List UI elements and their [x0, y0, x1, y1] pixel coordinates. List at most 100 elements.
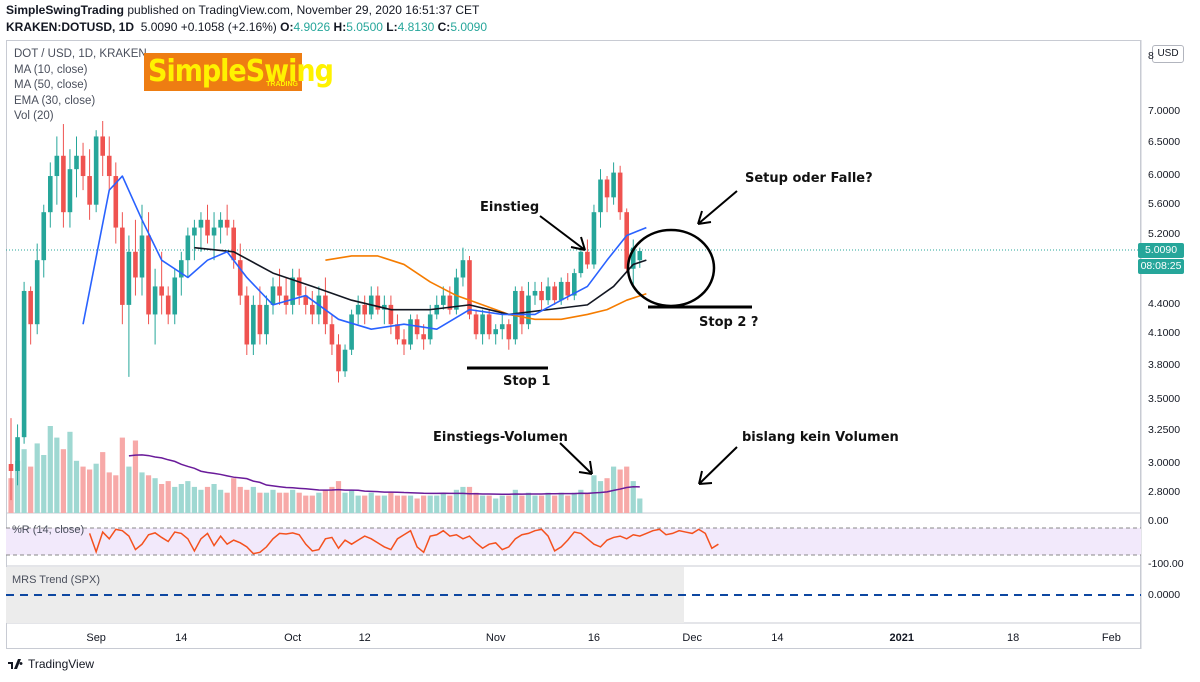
- volume-bar: [480, 495, 486, 513]
- candle-body: [329, 324, 335, 345]
- volume-bar: [342, 492, 348, 513]
- volume-bar: [316, 492, 322, 513]
- volume-bar: [237, 486, 243, 513]
- candle-body: [611, 172, 616, 198]
- volume-bar: [604, 478, 610, 513]
- close-value: 5.0090: [450, 20, 488, 34]
- close-label: C:: [437, 20, 451, 34]
- candle-body: [93, 136, 99, 205]
- annotation-stop2: Stop 2 ?: [699, 315, 759, 330]
- tradingview-footer[interactable]: TradingView: [8, 657, 94, 671]
- volume-bar: [545, 492, 551, 513]
- ema30-line: [325, 255, 647, 321]
- setup-arrow: [697, 190, 738, 225]
- volume-bar: [28, 466, 34, 513]
- annotation-shapes: [467, 190, 752, 485]
- candle-body: [211, 227, 217, 236]
- candle-body: [15, 437, 20, 471]
- annotation-no-volume: bislang kein Volumen: [742, 430, 899, 445]
- time-tick: 14: [175, 632, 188, 644]
- legend-ma10[interactable]: MA (10, close): [14, 63, 88, 76]
- candle-body: [460, 260, 466, 278]
- legend-ema30[interactable]: EMA (30, close): [14, 94, 96, 107]
- candle-body: [447, 295, 453, 310]
- volume-bar: [414, 498, 420, 513]
- low-label: L:: [386, 20, 398, 34]
- candle-body: [545, 286, 551, 301]
- legend-volume[interactable]: Vol (20): [14, 110, 54, 122]
- candle-body: [264, 304, 269, 335]
- candle-body: [578, 251, 584, 274]
- annotation-stop1: Stop 1: [503, 374, 551, 389]
- volume-bar: [106, 472, 112, 513]
- open-value: 4.9026: [293, 20, 331, 34]
- volume-bar: [532, 495, 538, 513]
- candle-body: [270, 286, 276, 305]
- volume-bar: [257, 492, 263, 513]
- legend-ma50[interactable]: MA (50, close): [14, 79, 88, 91]
- wr-pane-label[interactable]: %R (14, close): [12, 524, 85, 536]
- volume-bar: [597, 481, 604, 513]
- candle-body: [126, 251, 132, 305]
- volume-bar: [54, 437, 60, 513]
- high-value: 5.0500: [346, 20, 383, 34]
- candle-body: [146, 235, 151, 315]
- candle-body: [362, 304, 367, 315]
- volume-bar: [637, 498, 643, 513]
- candle-body: [342, 349, 348, 372]
- volume-bar: [178, 484, 184, 513]
- volume-bar: [506, 495, 512, 513]
- time-tick: Sep: [86, 632, 106, 644]
- volume-bar: [388, 492, 394, 513]
- time-tick: 12: [358, 632, 371, 644]
- mrs-tick-0: 0.0000: [1148, 589, 1181, 601]
- volume-bar: [73, 460, 80, 513]
- candle-body: [106, 155, 112, 177]
- candle-body: [21, 290, 27, 438]
- publish-details: published on TradingView.com, November 2…: [124, 3, 480, 17]
- author-name[interactable]: SimpleSwingTrading: [6, 3, 125, 17]
- volume-bar: [119, 437, 125, 513]
- candle-body: [303, 295, 309, 305]
- candle-body: [467, 260, 472, 315]
- logo-text: SimpleSwing: [148, 54, 334, 89]
- candle-body: [421, 334, 426, 340]
- candle-body: [41, 212, 47, 261]
- candle-body: [427, 314, 433, 340]
- volume-ma-line: [128, 454, 640, 496]
- price-tick: 3.8000: [1148, 358, 1181, 371]
- mrs-pane-label[interactable]: MRS Trend (SPX): [12, 574, 101, 586]
- candle-body: [585, 251, 590, 265]
- currency-button[interactable]: USD: [1152, 45, 1184, 63]
- volume-bar: [290, 489, 296, 513]
- volume-bar: [499, 495, 505, 513]
- candle-body: [310, 304, 315, 315]
- candle-body: [179, 260, 184, 278]
- candle-body: [165, 295, 171, 315]
- candle-body: [604, 179, 610, 198]
- volume-bar: [349, 489, 355, 513]
- volume-bar: [565, 495, 571, 513]
- candle-body: [473, 314, 479, 335]
- volume-bar: [421, 495, 427, 513]
- volume-bar: [80, 466, 86, 513]
- candle-body: [493, 329, 498, 335]
- open-label: O:: [280, 20, 294, 34]
- volume-bar: [218, 489, 224, 513]
- volume-bar: [624, 466, 630, 513]
- volume-bar: [185, 481, 191, 513]
- candle-body: [54, 155, 60, 177]
- candle-body: [532, 290, 538, 296]
- candle-body: [506, 324, 512, 340]
- volume-bar: [525, 492, 532, 513]
- candle-body: [87, 176, 92, 205]
- volume-bar: [466, 486, 473, 513]
- low-value: 4.8130: [397, 20, 435, 34]
- candle-body: [277, 286, 282, 296]
- candle-body: [624, 212, 629, 269]
- volume-bar: [244, 489, 250, 513]
- price-tick: 3.0000: [1148, 457, 1181, 469]
- candle-body: [120, 227, 125, 305]
- entry-volume-arrow: [559, 442, 593, 475]
